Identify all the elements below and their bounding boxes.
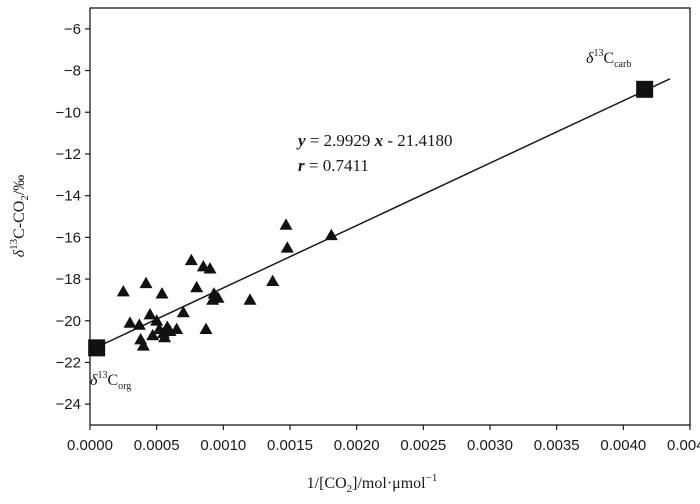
y-tick-label: −18 — [56, 271, 81, 288]
triangle-point — [136, 339, 150, 351]
triangle-point — [176, 305, 190, 318]
triangle-point — [280, 241, 294, 253]
x-tick-label: 0.0035 — [534, 437, 580, 454]
regression-equation: y = 2.9929 x - 21.4180 — [296, 131, 453, 150]
x-tick-label: 0.0000 — [67, 437, 113, 454]
y-tick-label: −14 — [56, 188, 81, 205]
triangle-point — [190, 280, 204, 293]
x-axis: 0.0000 0.0005 0.0010 0.0015 0.0020 0.0025 0.00… — [67, 425, 700, 454]
triangle-point — [279, 218, 293, 230]
x-tick-label: 0.0010 — [200, 437, 246, 454]
triangle-point — [123, 316, 137, 328]
triangle-point — [266, 274, 280, 287]
y-axis: −24 −22 −20 −18 −16 −14 −12 −10 −8 −6 — [56, 21, 90, 413]
triangle-point — [243, 293, 257, 305]
x-tick-label: 0.0005 — [134, 437, 180, 454]
y-tick-label: −24 — [56, 396, 81, 413]
triangle-point — [184, 253, 198, 266]
triangle-point — [139, 276, 153, 289]
triangle-point — [211, 291, 225, 303]
carb-label: δ13Ccarb — [586, 48, 631, 70]
x-tick-label: 0.0030 — [467, 437, 513, 454]
x-tick-label: 0.0045 — [667, 437, 700, 454]
triangle-point — [146, 328, 160, 341]
triangle-point — [116, 285, 130, 297]
triangle-point — [199, 322, 213, 334]
x-tick-label: 0.0040 — [600, 437, 646, 454]
y-axis-title: δ13C-CO2/‰ — [8, 175, 31, 258]
triangle-point — [150, 314, 164, 326]
x-tick-label: 0.0025 — [400, 437, 446, 454]
triangle-point — [143, 307, 157, 320]
triangle-point — [158, 330, 172, 343]
y-tick-label: −10 — [56, 104, 81, 121]
x-axis-title: 1/[CO2]/mol·μmol−1 — [307, 472, 438, 495]
x-tick-label: 0.0020 — [334, 437, 380, 454]
correlation-coefficient: r = 0.7411 — [298, 156, 369, 175]
triangle-point — [155, 287, 169, 299]
square-point — [636, 80, 654, 98]
y-tick-label: −20 — [56, 313, 81, 330]
org-label: δ13Corg — [90, 370, 131, 392]
y-tick-label: −8 — [64, 63, 81, 80]
triangle-point — [203, 262, 217, 274]
y-tick-label: −6 — [64, 21, 81, 38]
triangle-point — [170, 322, 184, 334]
x-tick-label: 0.0015 — [267, 437, 313, 454]
y-tick-label: −16 — [56, 229, 81, 246]
plot-area — [89, 7, 691, 426]
triangle-point — [132, 318, 146, 330]
y-tick-label: −12 — [56, 146, 81, 163]
triangle-point — [324, 228, 338, 241]
y-tick-label: −22 — [56, 354, 81, 371]
regression-line — [89, 78, 671, 351]
data-points — [88, 80, 654, 357]
square-point — [88, 339, 106, 357]
